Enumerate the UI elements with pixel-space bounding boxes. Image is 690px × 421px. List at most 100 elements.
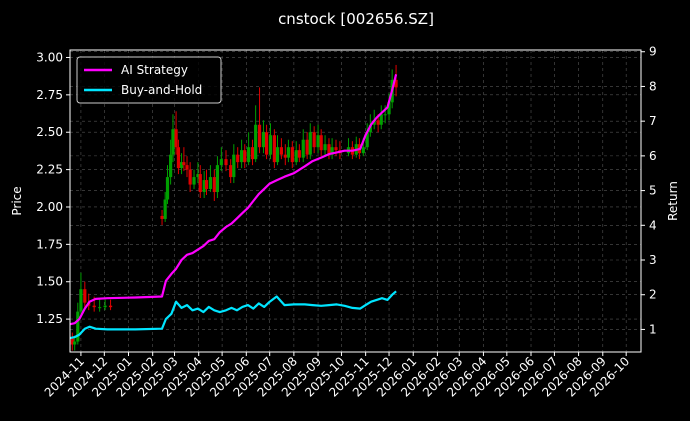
candle-body: [204, 180, 209, 190]
legend-box: [76, 56, 222, 104]
candle-body: [232, 154, 236, 178]
candle-body: [319, 135, 323, 151]
candle-body: [165, 177, 170, 200]
candle-body: [368, 124, 372, 133]
return-lines: [69, 74, 398, 340]
candle-body: [198, 174, 202, 193]
candle-body: [160, 215, 164, 219]
y2-axis-label: Return: [666, 181, 680, 221]
candle-body: [308, 132, 312, 155]
candle-body: [98, 307, 102, 309]
candle-body: [185, 165, 189, 170]
candle-body: [290, 147, 294, 163]
candle-body: [79, 289, 83, 312]
y2-tick-label: 9: [649, 45, 657, 59]
candle-body: [301, 139, 305, 158]
candle-body: [236, 154, 240, 163]
candle-body: [372, 120, 376, 125]
candle-body: [305, 139, 309, 155]
candle-body: [174, 129, 178, 148]
ai-strategy-line: [69, 74, 398, 326]
y-tick-label: 1.75: [36, 237, 63, 251]
y-tick-label: 2.75: [36, 88, 63, 102]
y2-tick-label: 1: [649, 322, 657, 336]
candle-body: [279, 147, 283, 155]
y-tick-label: 3.00: [36, 50, 63, 64]
candle-body: [169, 154, 173, 178]
candle-body: [294, 150, 298, 163]
candle-body: [323, 144, 327, 151]
candle-body: [215, 165, 220, 193]
candle-body: [334, 147, 338, 151]
candle-body: [92, 305, 96, 308]
y-tick-label: 1.25: [36, 312, 63, 326]
candle-body: [76, 311, 80, 342]
candle-body: [286, 147, 291, 158]
candle-body: [379, 114, 383, 125]
candle-body: [297, 150, 301, 158]
buy-and-hold-line: [69, 290, 397, 340]
candle-body: [171, 129, 175, 155]
candle-body: [240, 150, 244, 163]
plot-frame: [69, 49, 642, 353]
candle-body: [330, 147, 334, 155]
legend-label-ai-strategy: AI Strategy: [121, 63, 188, 77]
candle-body: [188, 169, 192, 185]
candle-body: [394, 79, 398, 88]
candle-body: [272, 135, 276, 163]
candle-body: [383, 114, 387, 116]
y2-tick-label: 6: [649, 149, 657, 163]
grid-layer: [70, 50, 641, 352]
candle-body: [247, 147, 251, 163]
candle-body: [316, 135, 320, 148]
candle-body: [264, 132, 269, 155]
y-tick-label: 2.50: [36, 125, 63, 139]
candle-body: [224, 159, 228, 166]
candle-body: [268, 135, 273, 155]
y2-tick-label: 2: [649, 288, 657, 302]
y-tick-label: 2.25: [36, 163, 63, 177]
candle-body: [365, 132, 369, 148]
candle-body: [70, 338, 74, 345]
candle-body: [361, 147, 365, 154]
candle-body: [103, 305, 107, 308]
candle-body: [192, 177, 196, 185]
candle-body: [250, 147, 255, 160]
y-tick-label: 1.50: [36, 275, 63, 289]
candle-body: [312, 132, 316, 148]
candle-body: [219, 159, 223, 166]
y2-tick-label: 7: [649, 114, 657, 128]
candle-body: [254, 124, 258, 160]
candle-body: [257, 124, 262, 148]
candle-body: [327, 144, 331, 155]
y2-tick-label: 3: [649, 253, 657, 267]
y2-tick-label: 8: [649, 79, 657, 93]
candle-body: [275, 147, 280, 163]
legend-label-buy-and-hold: Buy-and-Hold: [121, 83, 202, 97]
y-tick-label: 2.00: [36, 200, 63, 214]
y2-tick-label: 5: [649, 184, 657, 198]
candle-body: [229, 165, 233, 178]
legend: AI Strategy Buy-and-Hold: [76, 56, 222, 104]
candle-body: [208, 177, 213, 190]
candle-body: [196, 174, 200, 178]
candle-body: [73, 341, 77, 345]
candle-body: [182, 162, 186, 166]
candle-body: [163, 199, 167, 219]
candle-body: [176, 147, 181, 169]
chart-title: cnstock [002656.SZ]: [278, 10, 434, 28]
candle-body: [376, 120, 380, 125]
candle-body: [243, 150, 247, 163]
candle-body: [387, 102, 391, 115]
candle-body: [179, 162, 184, 169]
candle-body: [261, 132, 266, 148]
candle-body: [212, 177, 216, 193]
candlestick-series: [70, 64, 398, 351]
candle-body: [202, 180, 206, 193]
y2-tick-label: 4: [649, 218, 657, 232]
candle-body: [108, 305, 113, 308]
y-axis-label: Price: [10, 186, 24, 215]
candle-body: [283, 154, 287, 158]
candle-body: [83, 289, 87, 303]
